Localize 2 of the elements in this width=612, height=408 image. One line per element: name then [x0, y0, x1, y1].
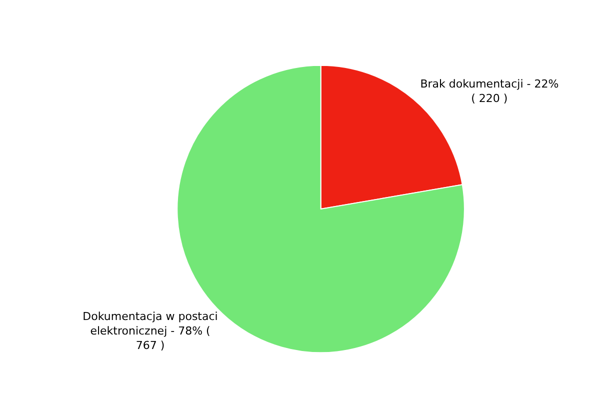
slice-label: Brak dokumentacji - 22% ( 220 ) — [420, 78, 559, 105]
slice-label: Dokumentacja w postaci elektronicznej - 78% ( 767 ) — [82, 310, 218, 352]
